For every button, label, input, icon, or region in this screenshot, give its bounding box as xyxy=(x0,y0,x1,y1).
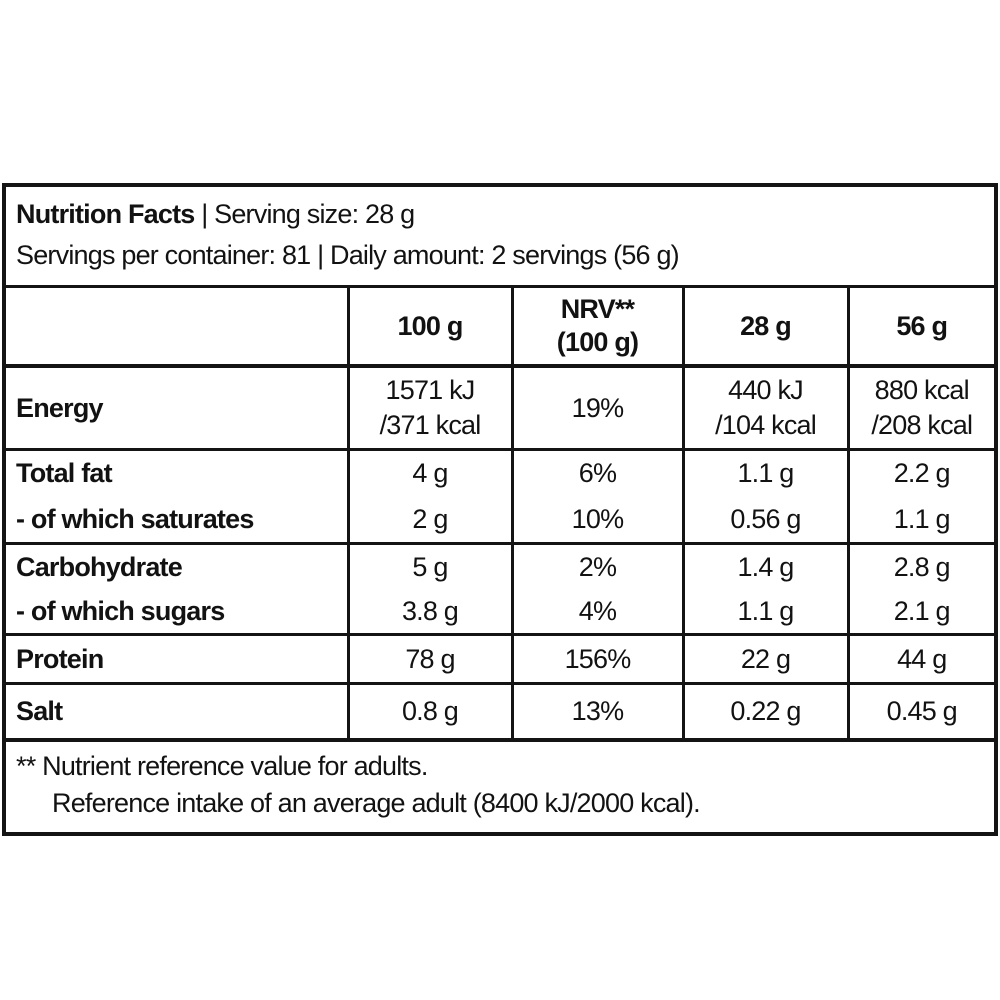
value-28g: 0.56 g xyxy=(681,496,848,544)
footnote-cell: ** Nutrient reference value for adults. … xyxy=(4,738,996,834)
table-row-total-fat: Total fat 4 g 6% 1.1 g 2.2 g xyxy=(4,448,996,496)
serving-size-text: | Serving size: 28 g xyxy=(194,199,415,229)
value-100g: 3.8 g xyxy=(346,589,512,635)
value-nrv: 6% xyxy=(510,448,683,496)
value-100g: 1571 kJ /371 kcal xyxy=(346,366,512,450)
value-nrv: 13% xyxy=(510,682,683,740)
row-label: Carbohydrate xyxy=(4,542,348,589)
value-56g: 0.45 g xyxy=(846,682,996,740)
row-label: Salt xyxy=(4,682,348,740)
value-56g: 1.1 g xyxy=(846,496,996,544)
value-100g: 4 g xyxy=(346,448,512,496)
row-label: Energy xyxy=(16,392,104,423)
value-nrv: 2% xyxy=(510,542,683,589)
row-label: Total fat xyxy=(4,448,348,496)
servings-per-container-text: Servings per container: 81 | Daily amoun… xyxy=(16,240,680,270)
footnote-row: ** Nutrient reference value for adults. … xyxy=(4,738,996,834)
value-nrv: 4% xyxy=(510,589,683,635)
column-header-row: 100 g NRV** (100 g) 28 g 56 g xyxy=(4,286,996,368)
value-28g: 440 kJ /104 kcal xyxy=(681,366,848,450)
value-28g: 1.1 g xyxy=(681,589,848,635)
value-56g: 44 g xyxy=(846,633,996,684)
value-100g: 78 g xyxy=(346,633,512,684)
value-28g: 22 g xyxy=(681,633,848,684)
title-line-1: Nutrition Facts | Serving size: 28 g xyxy=(16,194,984,235)
nutrition-facts-table: Nutrition Facts | Serving size: 28 g Ser… xyxy=(2,183,998,836)
table-row-carbohydrate: Carbohydrate 5 g 2% 1.4 g 2.8 g xyxy=(4,542,996,589)
value-nrv: 156% xyxy=(510,633,683,684)
value-nrv: 10% xyxy=(510,496,683,544)
column-header-28g: 28 g xyxy=(681,286,848,368)
table-row-energy: Energy 1571 kJ /371 kcal 19% 440 kJ /104… xyxy=(4,366,996,450)
value-100g: 5 g xyxy=(346,542,512,589)
title-cell: Nutrition Facts | Serving size: 28 g Ser… xyxy=(4,185,996,288)
column-header-empty xyxy=(4,286,348,368)
value-56g: 2.1 g xyxy=(846,589,996,635)
value-28g: 0.22 g xyxy=(681,682,848,740)
row-label: - of which sugars xyxy=(16,595,225,626)
row-label: Protein xyxy=(4,633,348,684)
table-row-saturates: - of which saturates 2 g 10% 0.56 g 1.1 … xyxy=(4,496,996,544)
column-header-nrv: NRV** (100 g) xyxy=(510,286,683,368)
table-row-protein: Protein 78 g 156% 22 g 44 g xyxy=(4,633,996,684)
column-header-100g: 100 g xyxy=(346,286,512,368)
footnote-line-2: Reference intake of an average adult (84… xyxy=(52,788,701,818)
value-56g: 2.2 g xyxy=(846,448,996,496)
footnote-line-1: ** Nutrient reference value for adults. xyxy=(16,751,428,781)
value-100g: 2 g xyxy=(346,496,512,544)
table-row-salt: Salt 0.8 g 13% 0.22 g 0.45 g xyxy=(4,682,996,740)
value-56g: 2.8 g xyxy=(846,542,996,589)
value-28g: 1.4 g xyxy=(681,542,848,589)
nutrition-facts-title: Nutrition Facts xyxy=(16,199,195,229)
value-56g: 880 kcal /208 kcal xyxy=(846,366,996,450)
row-label: - of which saturates xyxy=(16,503,254,534)
table-row-sugars: - of which sugars 3.8 g 4% 1.1 g 2.1 g xyxy=(4,589,996,635)
value-28g: 1.1 g xyxy=(681,448,848,496)
value-nrv: 19% xyxy=(510,366,683,450)
title-row: Nutrition Facts | Serving size: 28 g Ser… xyxy=(4,185,996,288)
value-100g: 0.8 g xyxy=(346,682,512,740)
column-header-56g: 56 g xyxy=(846,286,996,368)
